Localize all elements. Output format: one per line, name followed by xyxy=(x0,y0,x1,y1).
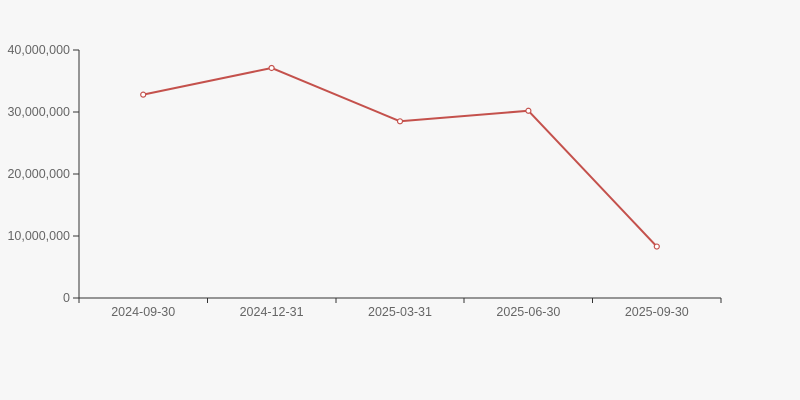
y-axis-tick-label: 10,000,000 xyxy=(7,229,70,243)
x-axis-tick-label: 2024-12-31 xyxy=(240,305,304,319)
data-point-marker[interactable] xyxy=(140,91,147,98)
data-point-marker[interactable] xyxy=(268,64,275,72)
y-axis-tick-label: 40,000,000 xyxy=(7,43,70,57)
series-line xyxy=(142,66,658,248)
x-axis-tick-label: 2025-09-30 xyxy=(625,305,689,319)
x-axis-tick-label: 2025-06-30 xyxy=(496,305,560,319)
x-axis-tick-label: 2025-03-31 xyxy=(368,305,432,319)
data-point-marker[interactable] xyxy=(396,118,404,125)
x-axis-tick-label: 2024-09-30 xyxy=(111,305,175,319)
data-point-marker[interactable] xyxy=(653,243,660,250)
y-axis-tick-label: 30,000,000 xyxy=(7,105,70,119)
y-axis-tick-label: 0 xyxy=(63,291,70,305)
data-point-marker[interactable] xyxy=(525,107,532,114)
y-axis-tick-label: 20,000,000 xyxy=(7,167,70,181)
